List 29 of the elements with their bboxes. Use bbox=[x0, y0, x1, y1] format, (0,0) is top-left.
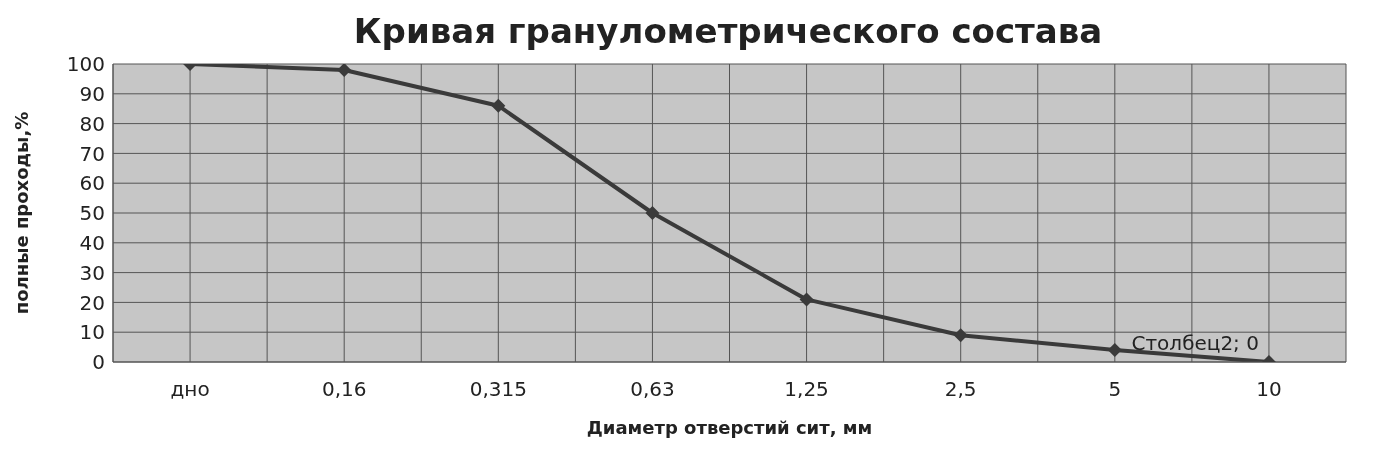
x-tick-label: дно bbox=[170, 377, 210, 402]
x-tick-label: 0,16 bbox=[321, 377, 367, 402]
y-tick-label: 10 bbox=[79, 320, 105, 345]
x-tick-label: 10 bbox=[1256, 377, 1282, 402]
y-tick-label: 70 bbox=[79, 141, 105, 166]
x-tick-label: 5 bbox=[1108, 377, 1122, 402]
point bbox=[491, 98, 506, 113]
point bbox=[337, 64, 352, 77]
point bbox=[1107, 343, 1122, 358]
chart-title: Кривая гранулометрического состава bbox=[352, 10, 1104, 53]
y-tick-label: 40 bbox=[79, 230, 105, 255]
x-tick-label: 2,5 bbox=[944, 377, 977, 402]
y-tick-label: 0 bbox=[92, 350, 105, 375]
y-tick-label: 20 bbox=[79, 290, 105, 315]
y-tick-label: 100 bbox=[66, 52, 105, 77]
x-tick-label: 0,315 bbox=[469, 377, 527, 402]
data-label: Столбец2; 0 bbox=[1131, 331, 1259, 355]
y-tick-label: 80 bbox=[79, 111, 105, 136]
y-tick-label: 60 bbox=[79, 171, 105, 196]
point bbox=[799, 292, 814, 307]
x-tick-label: 1,25 bbox=[784, 377, 829, 402]
y-tick-label: 30 bbox=[79, 260, 105, 285]
point bbox=[645, 206, 660, 220]
y-axis-title: полные проходы,% bbox=[11, 111, 33, 315]
y-tick-label: 50 bbox=[79, 201, 105, 226]
point bbox=[953, 328, 968, 343]
x-axis-title: Диаметр отверстий сит, мм bbox=[586, 417, 873, 438]
y-tick-label: 90 bbox=[79, 81, 105, 106]
x-tick-label: 0,63 bbox=[630, 377, 675, 402]
